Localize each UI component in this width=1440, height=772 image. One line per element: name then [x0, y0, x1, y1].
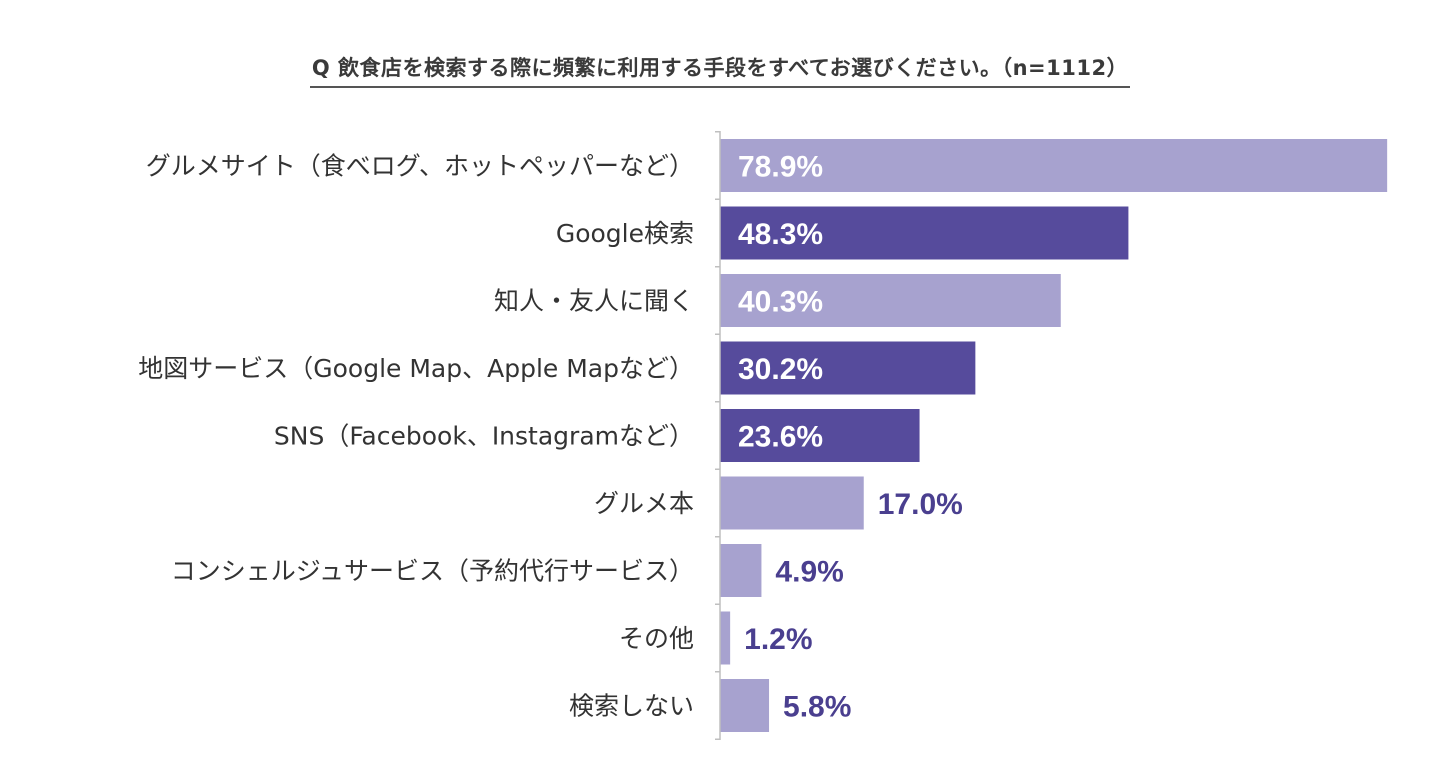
value-label-1: 48.3%	[738, 218, 823, 251]
value-label-6: 4.9%	[775, 556, 843, 589]
value-labels-group: 78.9% 48.3% 40.3% 30.2% 23.6% 17.0% 4.9% 1.2% 5.…	[738, 151, 963, 724]
category-label-8: 検索しない	[569, 692, 694, 721]
category-label-4: SNS（Facebook、Instagramなど）	[274, 422, 694, 451]
value-label-0: 78.9%	[738, 151, 823, 184]
category-label-1: Google検索	[556, 219, 694, 248]
bar-5	[720, 476, 864, 530]
bar-4	[720, 409, 920, 462]
category-labels-group: グルメサイト（食べログ、ホットペッパーなど） Google検索知人・友人に聞く地図…	[138, 152, 694, 721]
value-label-2: 40.3%	[738, 286, 823, 319]
value-label-8: 5.8%	[783, 691, 851, 724]
bar-8	[720, 679, 770, 732]
bar-2	[720, 274, 1061, 327]
bar-3	[720, 341, 976, 395]
category-label-2: 知人・友人に聞く	[494, 287, 694, 316]
value-label-7: 1.2%	[744, 623, 812, 656]
bar-0	[720, 139, 1388, 192]
bar-6	[720, 544, 762, 597]
category-label-7: その他	[619, 624, 694, 653]
category-label-6: コンシェルジュサービス（予約代行サービス）	[171, 557, 694, 586]
value-label-4: 23.6%	[738, 421, 823, 454]
category-label-5: グルメ本	[594, 489, 694, 518]
value-label-3: 30.2%	[738, 353, 823, 386]
category-label-0: グルメサイト（食べログ、ホットペッパーなど）	[146, 152, 694, 181]
chart-title: Q 飲食店を検索する際に頻繁に利用する手段をすべてお選びください。（n=1112…	[0, 52, 1440, 88]
chart-title-text: Q 飲食店を検索する際に頻繁に利用する手段をすべてお選びください。（n=1112…	[309, 52, 1131, 88]
axis-ticks-group	[715, 131, 720, 740]
category-label-3: 地図サービス（Google Map、Apple Mapなど）	[138, 354, 694, 383]
bars-group	[720, 139, 1388, 732]
bar-7	[720, 611, 731, 665]
bar-1	[720, 206, 1129, 260]
value-label-5: 17.0%	[878, 488, 963, 521]
